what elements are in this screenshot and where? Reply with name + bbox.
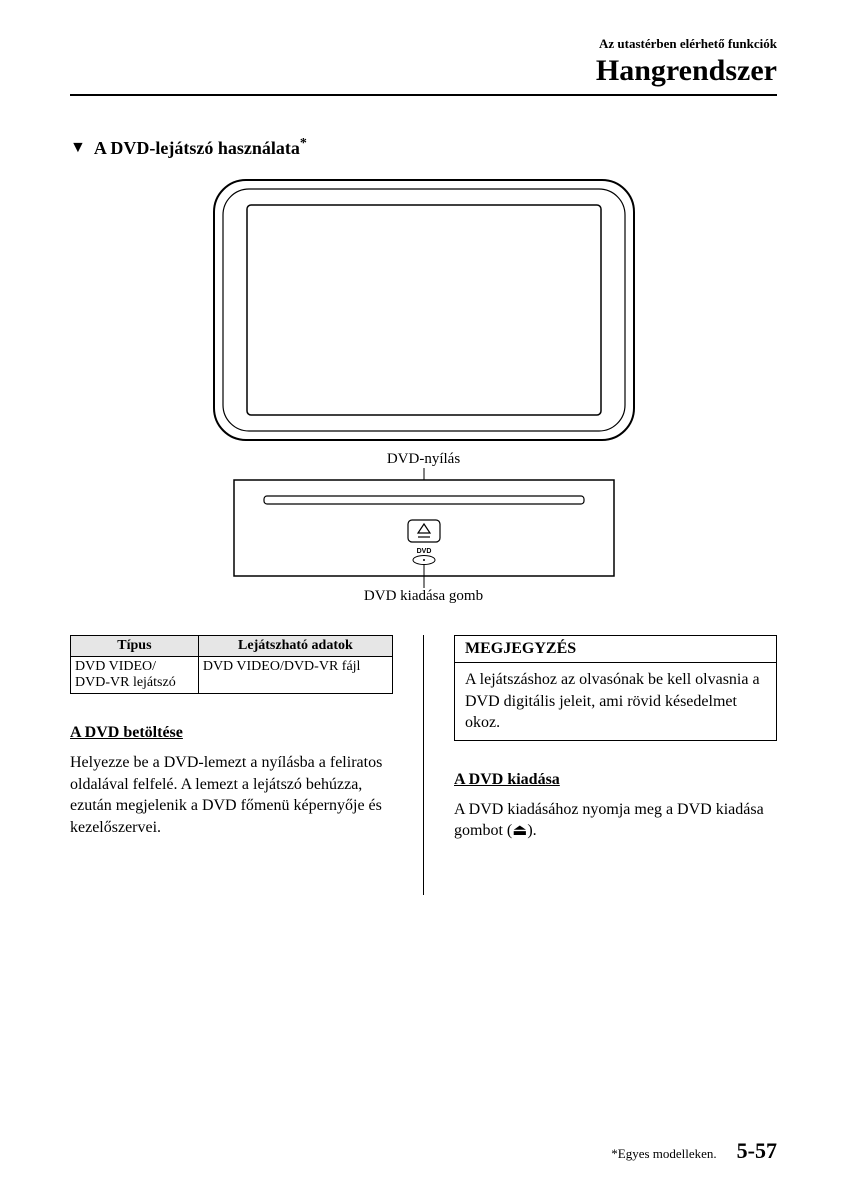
eject-label: DVD kiadása gomb bbox=[364, 588, 483, 605]
right-column: MEGJEGYZÉS A lejátszáshoz az olvasónak b… bbox=[454, 635, 777, 842]
right-body-post: ). bbox=[527, 822, 536, 839]
right-body-pre: A DVD kiadásához nyomja meg a DVD kiadás… bbox=[454, 801, 764, 840]
left-column: Típus Lejátszható adatok DVD VIDEO/ DVD-… bbox=[70, 635, 393, 838]
header-rule bbox=[70, 94, 777, 96]
page-number: 5-57 bbox=[737, 1138, 777, 1164]
right-body: A DVD kiadásához nyomja meg a DVD kiadás… bbox=[454, 799, 777, 842]
page-footer: *Egyes modelleken. 5-57 bbox=[70, 1138, 777, 1164]
section-title: A DVD-lejátszó használata* bbox=[94, 136, 307, 159]
content-columns: Típus Lejátszható adatok DVD VIDEO/ DVD-… bbox=[70, 635, 777, 895]
table-header-row: Típus Lejátszható adatok bbox=[71, 636, 393, 657]
left-body: Helyezze be a DVD-lemezt a nyílásba a fe… bbox=[70, 752, 393, 838]
table-header-cell: Típus bbox=[71, 636, 199, 657]
page-header: Az utastérben elérhető funkciók Hangrend… bbox=[70, 36, 777, 88]
section-title-row: ▼ A DVD-lejátszó használata* bbox=[70, 136, 777, 159]
triangle-icon: ▼ bbox=[70, 139, 86, 157]
footer-note: *Egyes modelleken. bbox=[611, 1146, 716, 1162]
right-heading: A DVD kiadása bbox=[454, 771, 777, 789]
table-header-cell: Lejátszható adatok bbox=[198, 636, 392, 657]
eject-icon: ⏏ bbox=[512, 822, 527, 839]
note-body: A lejátszáshoz az olvasónak be kell olva… bbox=[455, 663, 776, 740]
column-divider bbox=[423, 635, 424, 895]
left-heading: A DVD betöltése bbox=[70, 724, 393, 742]
header-title: Hangrendszer bbox=[70, 54, 777, 88]
screen-diagram bbox=[209, 175, 639, 445]
header-subtitle: Az utastérben elérhető funkciók bbox=[70, 36, 777, 52]
table-cell: DVD VIDEO/ DVD-VR lejátszó bbox=[71, 657, 199, 694]
note-title: MEGJEGYZÉS bbox=[455, 636, 776, 663]
table-row: DVD VIDEO/ DVD-VR lejátszó DVD VIDEO/DVD… bbox=[71, 657, 393, 694]
section-title-text: A DVD-lejátszó használata bbox=[94, 138, 300, 158]
type-table: Típus Lejátszható adatok DVD VIDEO/ DVD-… bbox=[70, 635, 393, 694]
dvd-logo-text: DVD bbox=[416, 548, 431, 555]
table-cell: DVD VIDEO/DVD-VR fájl bbox=[198, 657, 392, 694]
slot-label: DVD-nyílás bbox=[387, 451, 460, 468]
note-box: MEGJEGYZÉS A lejátszáshoz az olvasónak b… bbox=[454, 635, 777, 741]
diagram-area: DVD-nyílás DVD DVD kiadása gomb bbox=[70, 175, 777, 605]
dvd-unit-diagram: DVD bbox=[209, 468, 639, 588]
section-asterisk: * bbox=[300, 136, 307, 151]
